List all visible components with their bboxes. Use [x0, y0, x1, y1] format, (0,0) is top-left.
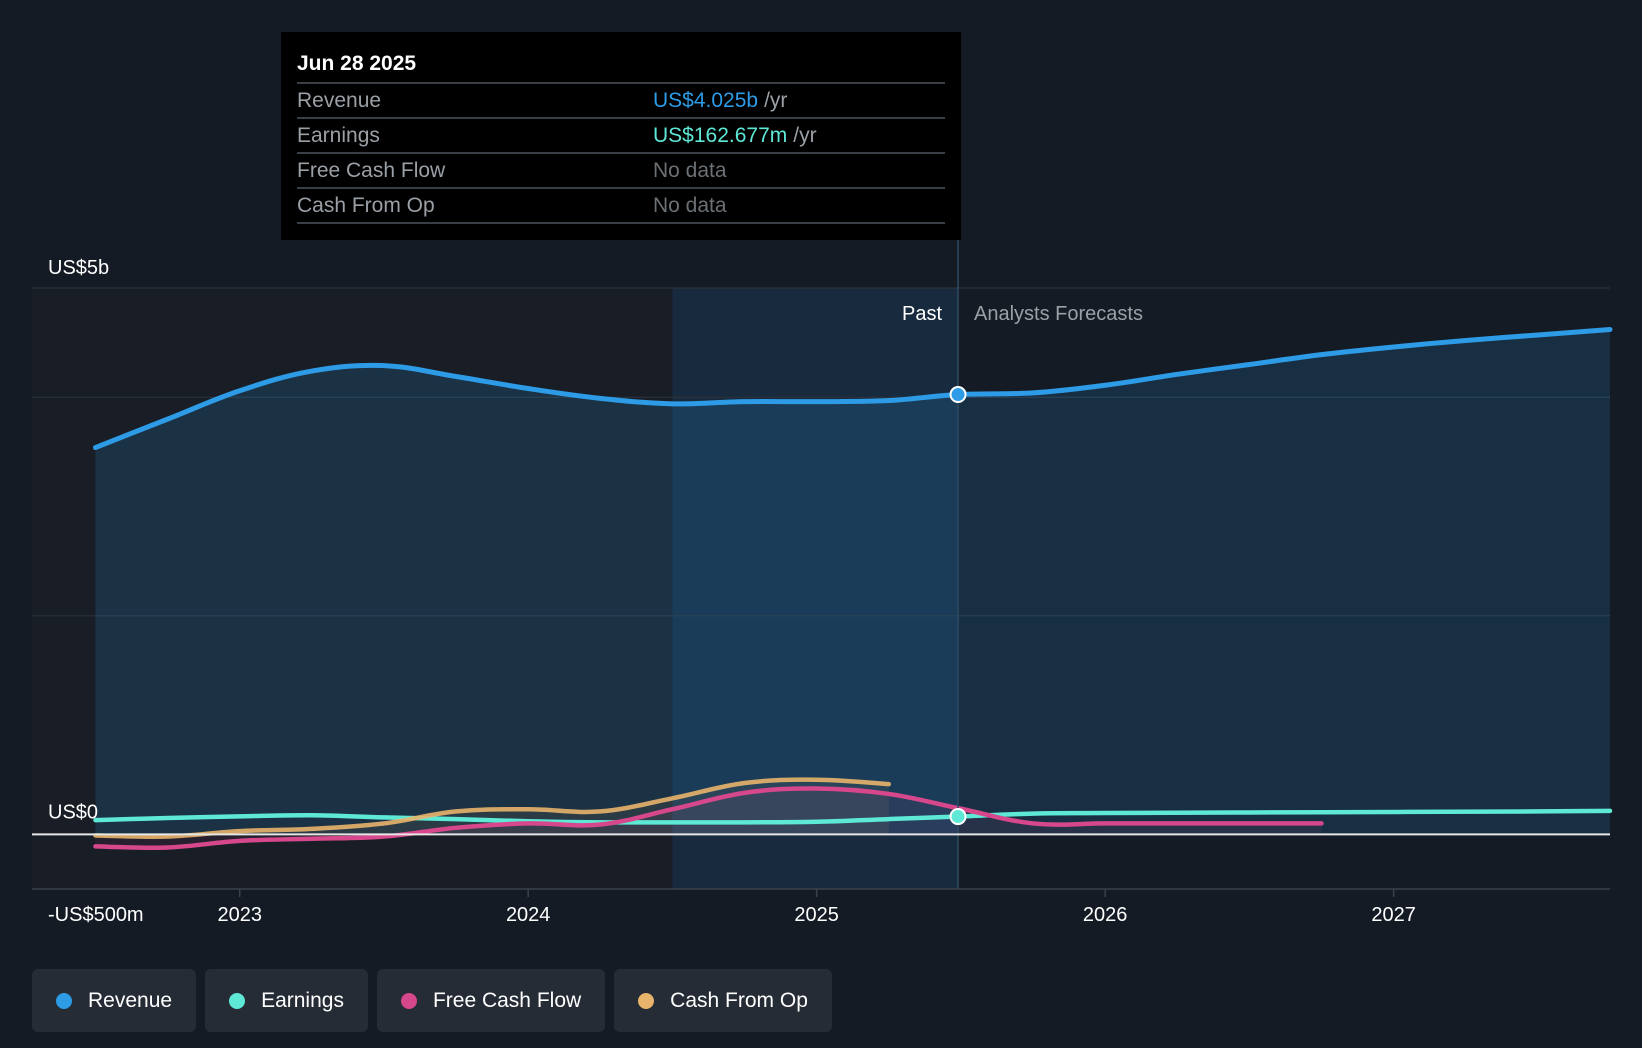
legend-item-revenue[interactable]: Revenue	[32, 969, 197, 1032]
legend-item-cash-from-op[interactable]: Cash From Op	[614, 969, 832, 1032]
revenue-area	[95, 329, 1610, 835]
tooltip-panel: Jun 28 2025 Revenue US$4.025b /yr Earnin…	[281, 32, 961, 240]
tooltip-row-revenue: Revenue US$4.025b /yr	[297, 84, 945, 119]
tooltip-unit: /yr	[793, 124, 817, 147]
legend-dot-icon	[56, 992, 72, 1009]
tooltip-value: US$4.025b	[653, 89, 759, 112]
tooltip-unit: /yr	[764, 89, 788, 112]
y-tick-label: US$0	[48, 801, 98, 823]
y-tick-label: US$5b	[48, 257, 109, 279]
legend-label: Revenue	[88, 988, 173, 1012]
legend-label: Cash From Op	[670, 988, 808, 1012]
tooltip-label: Revenue	[297, 89, 382, 112]
x-tick-label: 2026	[1083, 904, 1128, 926]
x-tick-label: 2024	[506, 904, 551, 926]
gridlines	[32, 287, 1610, 897]
x-tick-label: 2027	[1371, 904, 1416, 926]
legend-label: Free Cash Flow	[432, 988, 582, 1012]
tooltip-row-cash-from-op: Cash From Op No data	[297, 189, 945, 224]
tooltip-label: Earnings	[297, 124, 380, 147]
series-fills	[95, 329, 1610, 848]
legend-dot-icon	[229, 992, 246, 1009]
tooltip-row-earnings: Earnings US$162.677m /yr	[297, 119, 945, 154]
hover-markers	[949, 386, 967, 826]
x-tick-label: 2025	[794, 904, 839, 926]
revenue-line	[92, 327, 1613, 451]
revenue-marker	[949, 386, 967, 404]
past-label: Past	[902, 303, 942, 325]
cash-from-op-line	[93, 777, 892, 840]
x-tick-label: 2023	[217, 904, 262, 926]
axis-labels: Past Analysts Forecasts US$5b US$0 -US$500…	[48, 257, 1416, 926]
legend-dot-icon	[638, 992, 655, 1009]
series-lines	[92, 327, 1613, 851]
earnings-line	[93, 808, 1613, 825]
tooltip-value: No data	[653, 194, 727, 217]
legend-dot-icon	[400, 992, 417, 1009]
tooltip-label: Free Cash Flow	[297, 159, 446, 182]
tooltip-label: Cash From Op	[297, 194, 435, 217]
chart-legend: Revenue Earnings Free Cash Flow Cash Fro…	[32, 969, 832, 1032]
tooltip-value: US$162.677m	[653, 124, 788, 147]
legend-item-free-cash-flow[interactable]: Free Cash Flow	[376, 969, 606, 1032]
free-cash-flow-line	[93, 786, 1324, 851]
legend-item-earnings[interactable]: Earnings	[205, 969, 368, 1032]
tooltip-row-free-cash-flow: Free Cash Flow No data	[297, 154, 945, 189]
earnings-marker	[949, 808, 967, 826]
tooltip-date: Jun 28 2025	[297, 46, 945, 84]
free-cash-flow-area	[95, 788, 1322, 848]
y-tick-label: -US$500m	[48, 904, 144, 926]
tooltip-value: No data	[653, 159, 727, 182]
forecast-label: Analysts Forecasts	[974, 303, 1143, 325]
legend-label: Earnings	[261, 988, 344, 1012]
